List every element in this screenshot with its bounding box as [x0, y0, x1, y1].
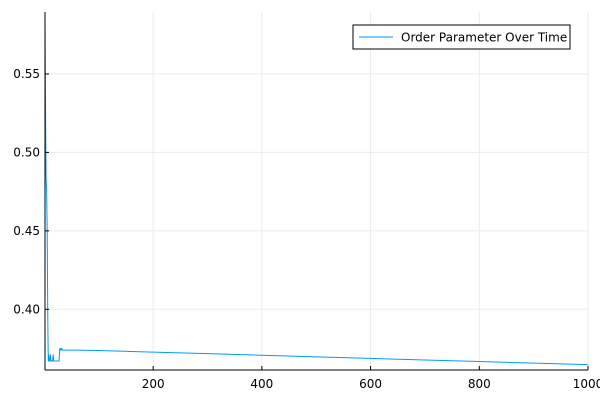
- series-line: [44, 19, 589, 366]
- legend: Order Parameter Over Time: [352, 24, 571, 50]
- y-tick-label: 0.45: [13, 224, 40, 238]
- axes: [44, 12, 589, 371]
- y-tick-label: 0.55: [13, 67, 40, 81]
- legend-label: Order Parameter Over Time: [401, 31, 567, 45]
- series-layer: [44, 19, 589, 366]
- y-tick-label: 0.50: [13, 145, 40, 159]
- x-tick-label: 400: [250, 377, 273, 391]
- tick-labels: 200 400 600 800 1000 0.40 0.45 0.50 0.55: [13, 67, 600, 391]
- x-tick-label: 200: [142, 377, 165, 391]
- grid: [45, 12, 589, 370]
- x-tick-label: 800: [468, 377, 491, 391]
- x-tick-label: 1000: [573, 377, 600, 391]
- x-tick-label: 600: [359, 377, 382, 391]
- y-tick-label: 0.40: [13, 302, 40, 316]
